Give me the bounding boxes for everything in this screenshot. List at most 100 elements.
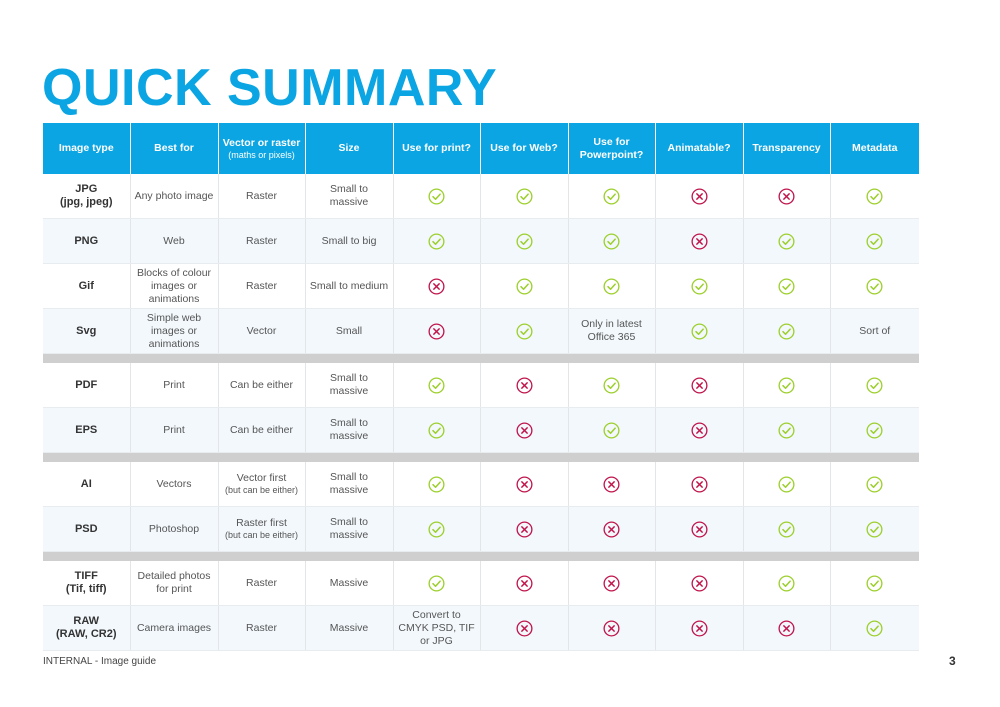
section-separator xyxy=(43,353,919,363)
vector-raster-label: Raster xyxy=(246,189,277,202)
cell-print xyxy=(393,561,481,606)
vector-raster-note: (but can be either) xyxy=(224,530,299,540)
cell-metadata xyxy=(830,605,919,651)
column-header-vector-raster: Vector or raster (maths or pixels) xyxy=(218,123,306,174)
cell-vector-raster: Raster xyxy=(218,174,306,219)
cell-vector-raster: Can be either xyxy=(218,363,306,408)
cell-transparency xyxy=(743,263,831,309)
cross-circle-icon xyxy=(690,232,708,250)
cell-image-type: PSD xyxy=(43,506,131,552)
cell-transparency xyxy=(743,462,831,507)
check-circle-icon xyxy=(778,520,795,538)
cell-metadata xyxy=(830,263,919,309)
check-circle-icon xyxy=(603,187,620,205)
check-circle-icon xyxy=(515,277,533,295)
cross-circle-icon xyxy=(515,619,533,637)
image-type-label: Svg xyxy=(76,324,97,337)
cell-transparency xyxy=(743,363,831,408)
check-circle-icon xyxy=(428,520,445,538)
cell-size: Small to massive xyxy=(305,462,394,507)
cell-web xyxy=(480,308,569,354)
cross-circle-icon xyxy=(778,619,795,637)
cell-size: Small to massive xyxy=(305,174,394,219)
image-type-label: AI xyxy=(80,477,92,490)
column-header-web: Use for Web? xyxy=(480,123,569,174)
page-number: 3 xyxy=(949,654,956,668)
cell-transparency xyxy=(743,605,831,651)
cell-print xyxy=(393,506,481,552)
cross-circle-icon xyxy=(690,187,708,205)
check-circle-icon xyxy=(603,376,620,394)
cell-metadata xyxy=(830,363,919,408)
cell-animatable xyxy=(655,407,744,453)
cell-image-type: Svg xyxy=(43,308,131,354)
check-circle-icon xyxy=(866,187,883,205)
cell-size: Massive xyxy=(305,605,394,651)
cell-transparency xyxy=(743,308,831,354)
cell-print xyxy=(393,263,481,309)
image-type-label: PNG xyxy=(74,234,99,247)
vector-raster-label: Can be either xyxy=(229,378,294,391)
cross-circle-icon xyxy=(690,475,708,493)
section-separator xyxy=(43,551,919,561)
check-circle-icon xyxy=(690,322,708,340)
table-body: JPG (jpg, jpeg) Any photo image Raster Small… xyxy=(43,174,919,651)
cell-vector-raster: Raster xyxy=(218,263,306,309)
cell-powerpoint xyxy=(568,407,656,453)
cell-metadata-note: Sort of xyxy=(830,308,919,354)
cell-print xyxy=(393,462,481,507)
check-circle-icon xyxy=(866,475,883,493)
check-circle-icon xyxy=(778,475,795,493)
cross-circle-icon xyxy=(515,376,533,394)
check-circle-icon xyxy=(428,187,445,205)
cell-best-for: Blocks of colour images or animations xyxy=(130,263,219,309)
table-row: EPS Print Can be either Small to massive xyxy=(43,407,919,453)
check-circle-icon xyxy=(778,421,795,439)
cell-animatable xyxy=(655,462,744,507)
check-circle-icon xyxy=(778,376,795,394)
cell-web xyxy=(480,561,569,606)
cell-powerpoint xyxy=(568,263,656,309)
cell-best-for: Any photo image xyxy=(130,174,219,219)
cross-circle-icon xyxy=(690,619,708,637)
cell-metadata xyxy=(830,462,919,507)
cell-best-for: Simple web images or animations xyxy=(130,308,219,354)
cell-image-type: TIFF (Tif, tiff) xyxy=(43,561,131,606)
column-header-vector-raster-sub: (maths or pixels) xyxy=(228,149,295,160)
cell-best-for: Detailed photos for print xyxy=(130,561,219,606)
table-row: JPG (jpg, jpeg) Any photo image Raster Small… xyxy=(43,174,919,219)
table-row: Svg Simple web images or animations Vector… xyxy=(43,308,919,354)
check-circle-icon xyxy=(690,277,708,295)
table-row: TIFF (Tif, tiff) Detailed photos for print… xyxy=(43,561,919,606)
cell-vector-raster: Vector xyxy=(218,308,306,354)
cross-circle-icon xyxy=(515,574,533,592)
cell-best-for: Vectors xyxy=(130,462,219,507)
cell-metadata xyxy=(830,174,919,219)
cell-print xyxy=(393,218,481,264)
cell-powerpoint xyxy=(568,506,656,552)
check-circle-icon xyxy=(866,277,883,295)
cell-web xyxy=(480,462,569,507)
column-header-transparency: Transparency xyxy=(743,123,831,174)
cell-web xyxy=(480,218,569,264)
table-row: RAW (RAW, CR2) Camera images Raster Massive C… xyxy=(43,605,919,651)
image-type-extensions: (jpg, jpeg) xyxy=(59,196,113,208)
check-circle-icon xyxy=(778,232,795,250)
cell-web xyxy=(480,174,569,219)
cross-circle-icon xyxy=(603,574,620,592)
cell-vector-raster: Raster xyxy=(218,561,306,606)
image-type-label: RAW xyxy=(73,615,100,627)
cross-circle-icon xyxy=(515,475,533,493)
column-header-image-type: Image type xyxy=(43,123,131,174)
cross-circle-icon xyxy=(515,520,533,538)
vector-raster-note: (but can be either) xyxy=(224,485,299,495)
cell-vector-raster: Raster xyxy=(218,218,306,264)
section-separator xyxy=(43,452,919,462)
image-type-label: PSD xyxy=(74,522,98,535)
summary-table: Image type Best for Vector or raster (ma… xyxy=(43,123,919,651)
separator-bar xyxy=(43,551,919,561)
image-type-label: JPG xyxy=(75,183,98,195)
image-type-label: EPS xyxy=(75,423,98,436)
check-circle-icon xyxy=(603,232,620,250)
cell-image-type: PDF xyxy=(43,363,131,408)
